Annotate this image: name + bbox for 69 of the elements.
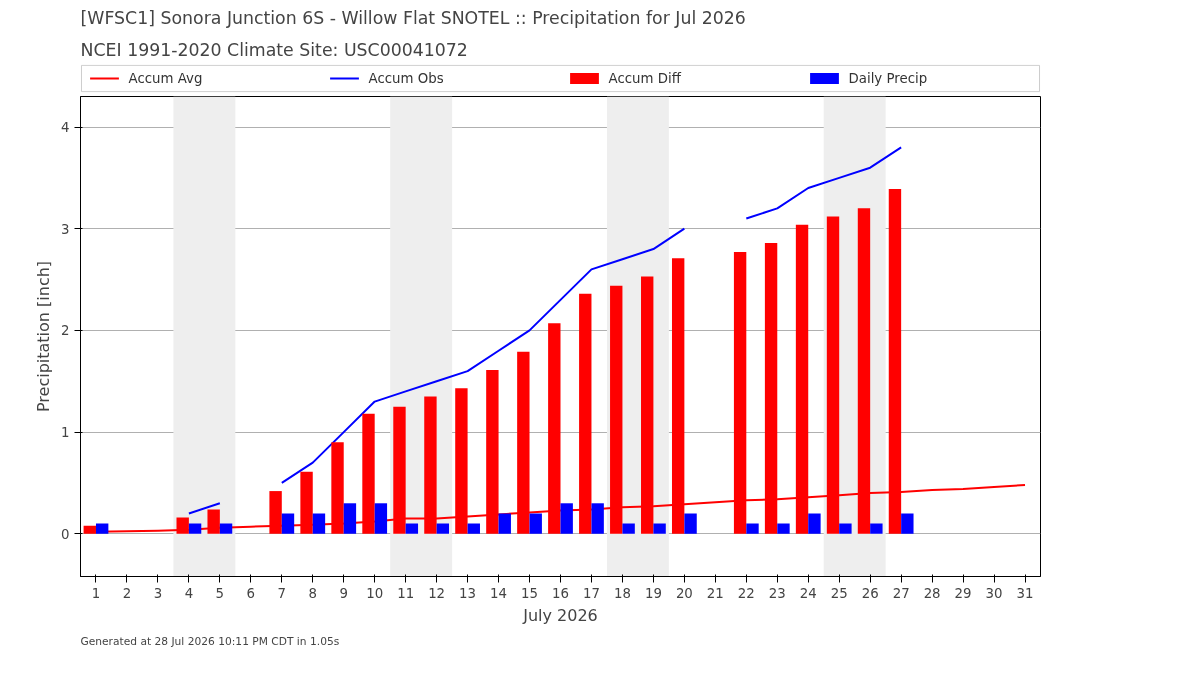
bar bbox=[901, 513, 914, 534]
bar bbox=[281, 513, 295, 534]
x-tick-label: 13 bbox=[459, 585, 477, 601]
bar bbox=[83, 525, 96, 534]
x-tick-label: 20 bbox=[675, 585, 693, 601]
x-tick-label: 22 bbox=[737, 585, 755, 601]
bar bbox=[777, 523, 790, 534]
x-tick-label: 3 bbox=[153, 585, 163, 601]
x-tick-label: 17 bbox=[582, 585, 600, 601]
y-tick-label: 3 bbox=[61, 221, 70, 237]
x-tick-label: 29 bbox=[954, 585, 972, 601]
y-axis-title: Precipitation [inch] bbox=[34, 260, 54, 413]
bar bbox=[839, 523, 852, 534]
x-tick-label: 6 bbox=[246, 585, 256, 601]
x-tick-label: 14 bbox=[490, 585, 508, 601]
x-tick-label: 10 bbox=[366, 585, 384, 601]
x-tick-label: 23 bbox=[768, 585, 786, 601]
x-tick-label: 25 bbox=[830, 585, 848, 601]
bar bbox=[591, 503, 604, 534]
x-tick-label: 31 bbox=[1016, 585, 1034, 601]
x-axis-title: July 2026 bbox=[522, 605, 598, 625]
x-tick-label: 30 bbox=[985, 585, 1003, 601]
legend-label: Daily Precip bbox=[848, 71, 928, 86]
x-tick-label: 11 bbox=[397, 585, 415, 601]
bar bbox=[498, 513, 511, 534]
x-tick-label: 26 bbox=[861, 585, 879, 601]
x-tick-label: 12 bbox=[428, 585, 446, 601]
x-tick-label: 9 bbox=[339, 585, 348, 601]
chart-subtitle: NCEI 1991-2020 Climate Site: USC00041072 bbox=[80, 39, 468, 60]
bar bbox=[312, 513, 326, 534]
x-tick-label: 7 bbox=[277, 585, 287, 601]
chart-title: [WFSC1] Sonora Junction 6S - Willow Flat SNOTEL :: Precipitation for Jul 2026 bbox=[80, 7, 746, 28]
y-tick-label: 1 bbox=[61, 425, 70, 441]
x-tick-label: 2 bbox=[122, 585, 132, 601]
bar bbox=[188, 523, 202, 534]
x-tick-label: 8 bbox=[308, 585, 317, 601]
bar bbox=[560, 503, 573, 534]
x-tick-label: 24 bbox=[799, 585, 817, 601]
bar bbox=[343, 503, 357, 534]
x-tick-label: 15 bbox=[521, 585, 539, 601]
bar bbox=[529, 513, 542, 534]
bar bbox=[684, 513, 697, 534]
x-tick-label: 5 bbox=[215, 585, 225, 601]
bar bbox=[808, 513, 821, 534]
legend-label: Accum Obs bbox=[368, 71, 444, 86]
text: Generated at 28 Jul 2026 10:11 PM CDT in 1.05s bbox=[80, 634, 340, 648]
legend-label: Accum Avg bbox=[128, 71, 203, 86]
bar bbox=[219, 523, 233, 534]
y-tick-label: 0 bbox=[61, 526, 70, 542]
x-tick-label: 18 bbox=[613, 585, 631, 601]
y-tick-label: 4 bbox=[61, 120, 70, 136]
bar bbox=[405, 523, 419, 534]
x-tick-label: 27 bbox=[892, 585, 910, 601]
x-tick-label: 4 bbox=[184, 585, 194, 601]
bar bbox=[467, 523, 480, 534]
bar bbox=[870, 523, 883, 534]
x-tick-label: 21 bbox=[706, 585, 724, 601]
x-tick-label: 28 bbox=[923, 585, 941, 601]
bar bbox=[436, 523, 450, 534]
x-tick-label: 1 bbox=[91, 585, 101, 601]
bar bbox=[653, 523, 666, 534]
legend-label: Accum Diff bbox=[608, 71, 682, 86]
bar bbox=[374, 503, 388, 534]
x-tick-label: 19 bbox=[644, 585, 662, 601]
bar bbox=[622, 523, 635, 534]
bar bbox=[95, 523, 109, 534]
y-tick-label: 2 bbox=[61, 323, 70, 339]
bar bbox=[746, 523, 759, 534]
x-tick-label: 16 bbox=[552, 585, 569, 601]
